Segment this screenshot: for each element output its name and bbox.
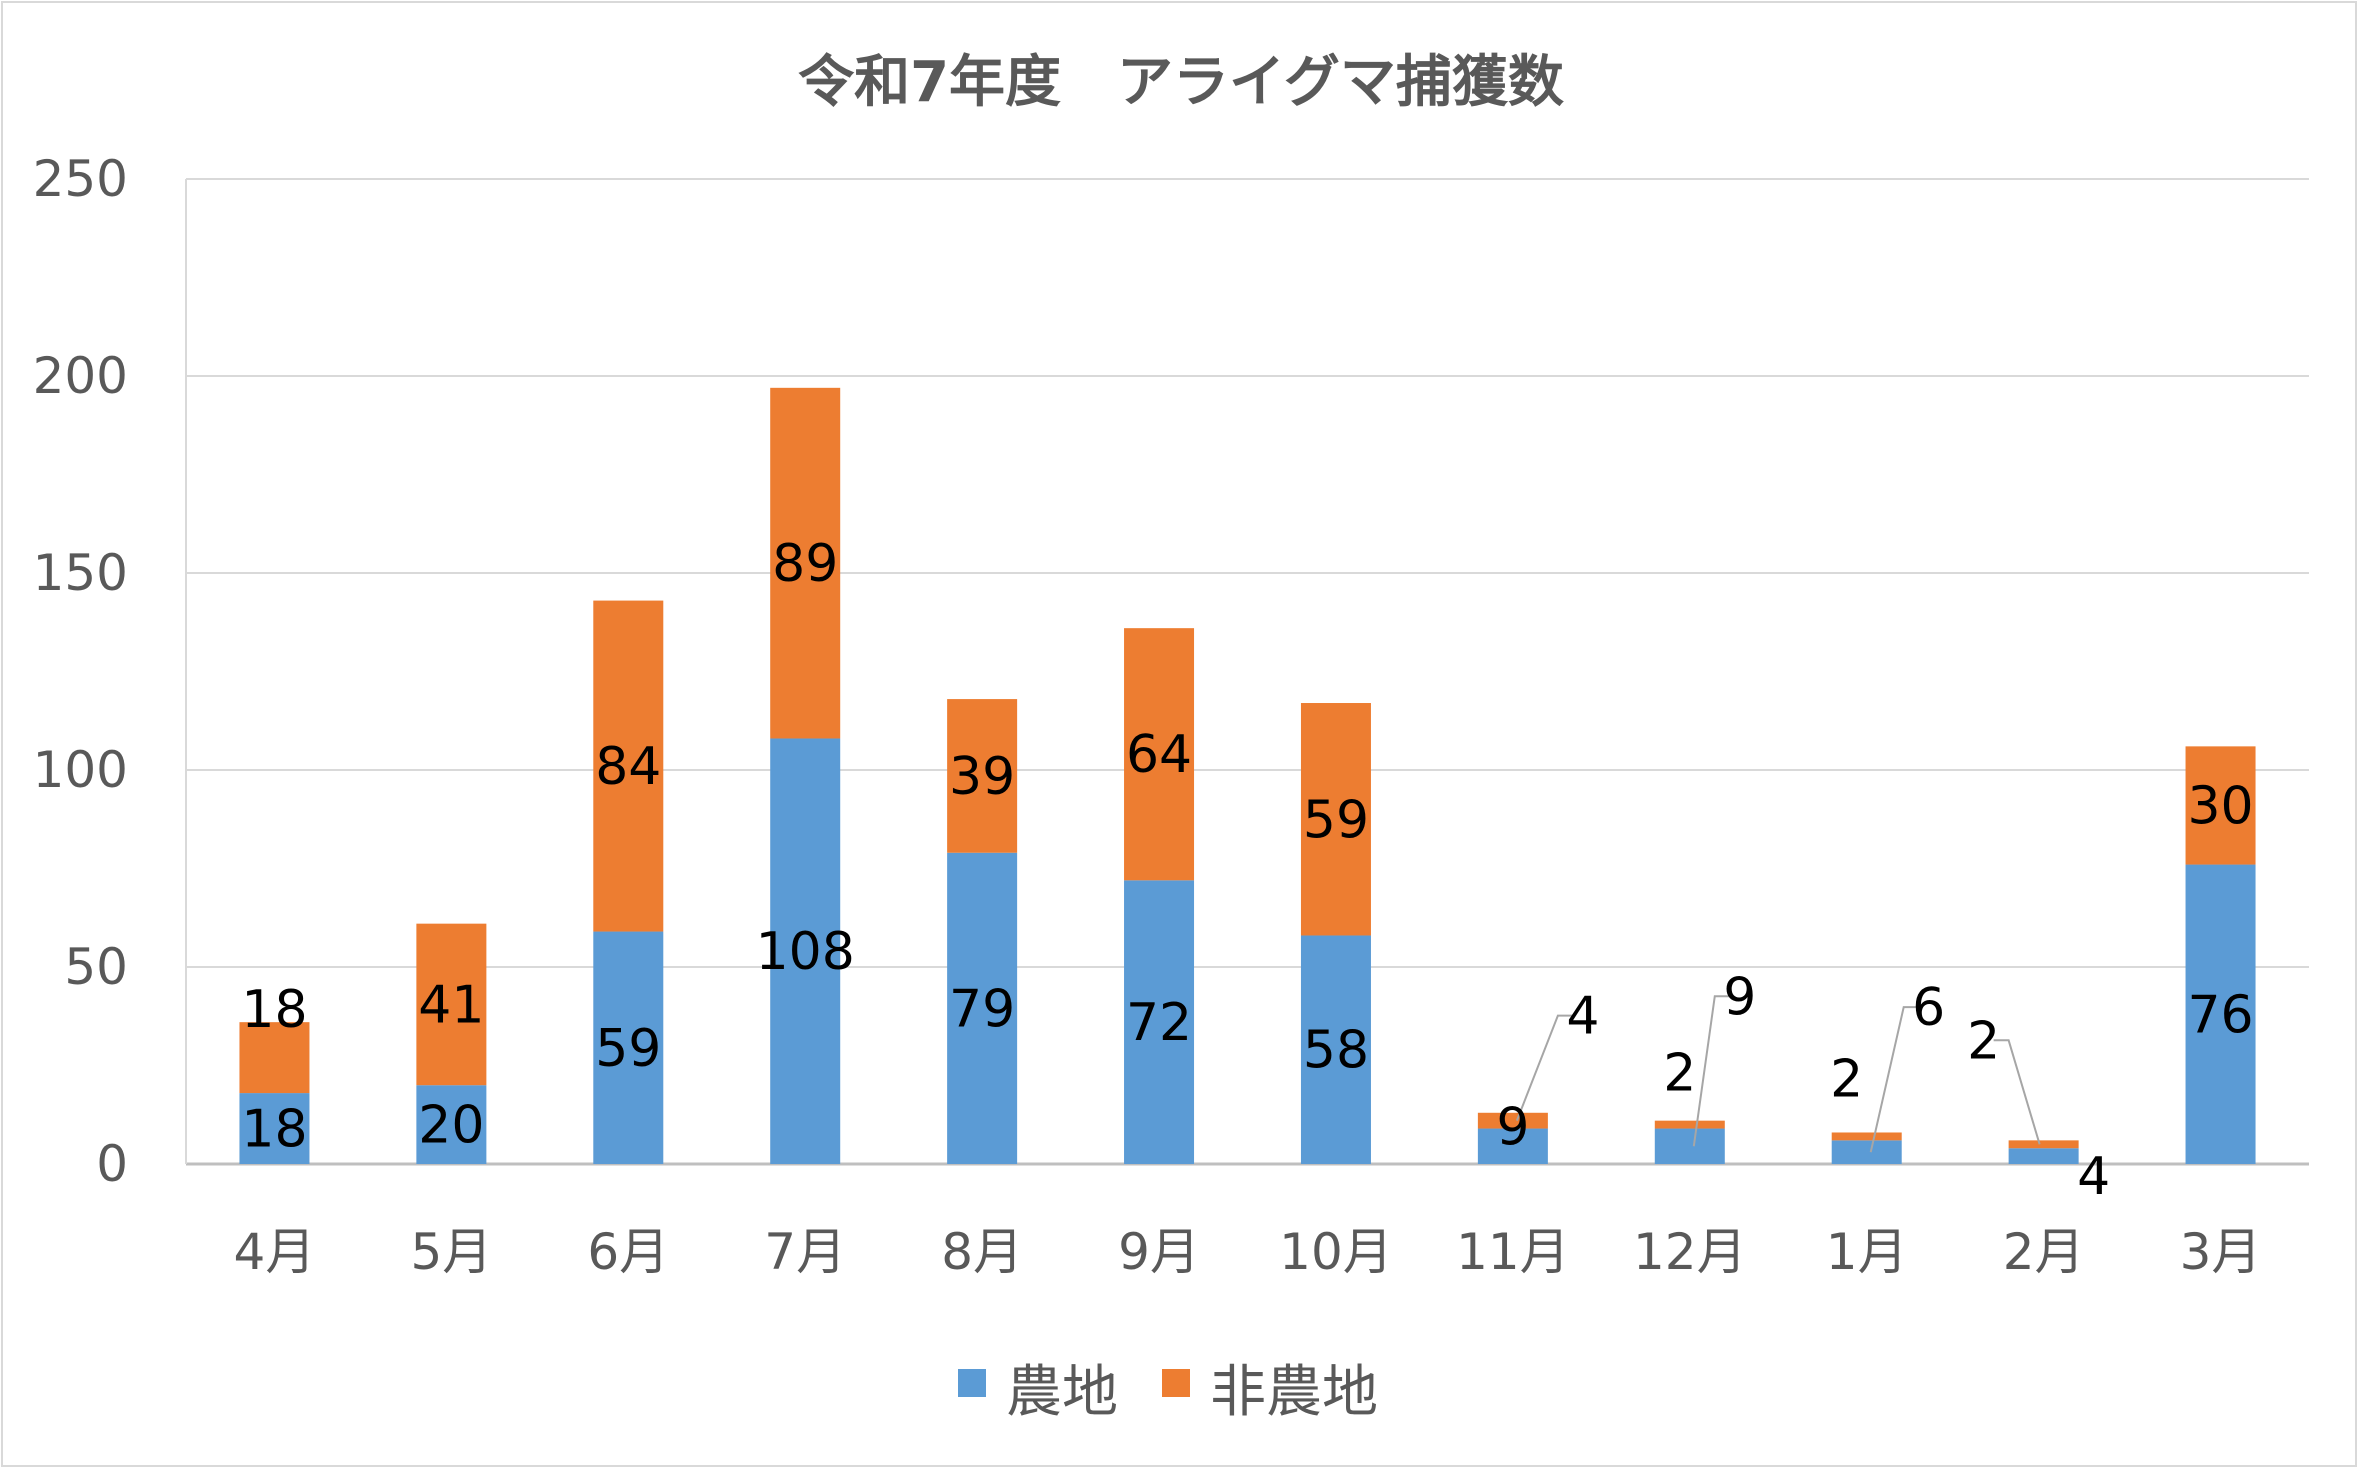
bar-non-farmland bbox=[416, 923, 487, 1086]
bar-farmland bbox=[947, 852, 1018, 1164]
leader-line bbox=[1993, 1039, 2041, 1145]
data-label: 18 bbox=[241, 1100, 307, 1160]
leader-line bbox=[1692, 995, 1730, 1147]
leader-lines bbox=[1515, 995, 2041, 1153]
bar-non-farmland bbox=[239, 1022, 310, 1094]
data-label: 89 bbox=[772, 534, 838, 594]
legend-label: 非農地 bbox=[1210, 1360, 1378, 1425]
x-tick-label: 1月 bbox=[1826, 1223, 1908, 1281]
bar-farmland bbox=[1831, 1140, 1902, 1164]
bar-non-farmland bbox=[1124, 628, 1195, 881]
leader-line bbox=[1515, 1014, 1573, 1122]
data-label: 2 bbox=[1967, 1011, 2000, 1071]
x-tick-label: 4月 bbox=[234, 1223, 316, 1281]
legend-label: 農地 bbox=[1006, 1360, 1118, 1425]
y-tick-label: 100 bbox=[33, 741, 128, 799]
y-tick-label: 50 bbox=[64, 938, 128, 996]
x-tick-label: 2月 bbox=[2003, 1223, 2085, 1281]
x-axis-ticks: 4月 5月 6月 7月 8月 9月 10月 11月 12月 1月 2月 3月 bbox=[234, 1223, 2262, 1281]
bar-farmland bbox=[239, 1093, 310, 1164]
data-label: 41 bbox=[418, 975, 484, 1035]
data-label: 72 bbox=[1126, 993, 1192, 1053]
leader-line bbox=[1869, 1006, 1919, 1153]
y-tick-label: 0 bbox=[96, 1135, 128, 1193]
bar-non-farmland bbox=[947, 699, 1018, 853]
legend-swatch bbox=[958, 1369, 986, 1397]
data-label: 108 bbox=[756, 922, 855, 982]
chart-title: 令和7年度 アライグマ捕獲数 bbox=[798, 50, 1564, 115]
bar-farmland bbox=[2185, 864, 2256, 1164]
data-label: 4 bbox=[2077, 1147, 2110, 1207]
data-label: 59 bbox=[595, 1019, 661, 1079]
data-label: 2 bbox=[1830, 1049, 1863, 1109]
bar-non-farmland bbox=[1477, 1112, 1548, 1129]
x-tick-label: 7月 bbox=[764, 1223, 846, 1281]
bar-farmland bbox=[2008, 1148, 2079, 1164]
legend-swatch bbox=[1162, 1369, 1190, 1397]
x-tick-label: 9月 bbox=[1118, 1223, 1200, 1281]
y-axis-ticks: 0 50 100 150 200 250 bbox=[33, 150, 128, 1193]
x-tick-label: 12月 bbox=[1633, 1223, 1747, 1281]
data-label: 76 bbox=[2187, 985, 2253, 1045]
data-label: 20 bbox=[418, 1096, 484, 1156]
bar-non-farmland bbox=[593, 600, 664, 932]
data-label: 2 bbox=[1663, 1044, 1696, 1104]
x-tick-label: 5月 bbox=[410, 1223, 492, 1281]
x-tick-label: 11月 bbox=[1456, 1223, 1570, 1281]
bar-non-farmland bbox=[1831, 1132, 1902, 1141]
data-label: 18 bbox=[241, 980, 307, 1040]
bar-farmland bbox=[1654, 1128, 1725, 1164]
stacked-bar-chart: 令和7年度 アライグマ捕獲数 0 50 100 150 200 250 18 18 20 41 5… bbox=[33, 50, 2309, 1425]
data-label: 84 bbox=[595, 737, 661, 797]
y-tick-label: 200 bbox=[33, 347, 128, 405]
x-tick-label: 8月 bbox=[941, 1223, 1023, 1281]
data-label: 30 bbox=[2187, 776, 2253, 836]
bar-non-farmland bbox=[1300, 703, 1371, 936]
bar-farmland bbox=[416, 1085, 487, 1164]
x-tick-label: 10月 bbox=[1279, 1223, 1393, 1281]
data-label: 58 bbox=[1303, 1021, 1369, 1081]
data-label: 9 bbox=[1723, 967, 1756, 1027]
y-tick-label: 150 bbox=[33, 544, 128, 602]
bar-farmland bbox=[770, 738, 841, 1164]
gridlines bbox=[185, 178, 2309, 1166]
bar-non-farmland bbox=[2185, 746, 2256, 865]
bar-farmland bbox=[593, 931, 664, 1164]
data-label: 39 bbox=[949, 747, 1015, 807]
data-label: 79 bbox=[949, 979, 1015, 1039]
x-tick-label: 6月 bbox=[587, 1223, 669, 1281]
bar-non-farmland bbox=[1654, 1120, 1725, 1129]
y-tick-label: 250 bbox=[33, 150, 128, 208]
bar-farmland bbox=[1124, 880, 1195, 1164]
data-label: 9 bbox=[1496, 1097, 1529, 1157]
data-label: 59 bbox=[1303, 790, 1369, 850]
bar-non-farmland bbox=[770, 387, 841, 739]
legend: 農地 非農地 bbox=[958, 1360, 1378, 1425]
bars bbox=[239, 387, 2256, 1164]
x-tick-label: 3月 bbox=[2180, 1223, 2262, 1281]
bar-farmland bbox=[1477, 1128, 1548, 1164]
data-label: 64 bbox=[1126, 725, 1192, 785]
bar-non-farmland bbox=[2008, 1140, 2079, 1149]
data-label: 4 bbox=[1566, 987, 1599, 1047]
bar-farmland bbox=[1300, 935, 1371, 1164]
data-label: 6 bbox=[1912, 978, 1945, 1038]
